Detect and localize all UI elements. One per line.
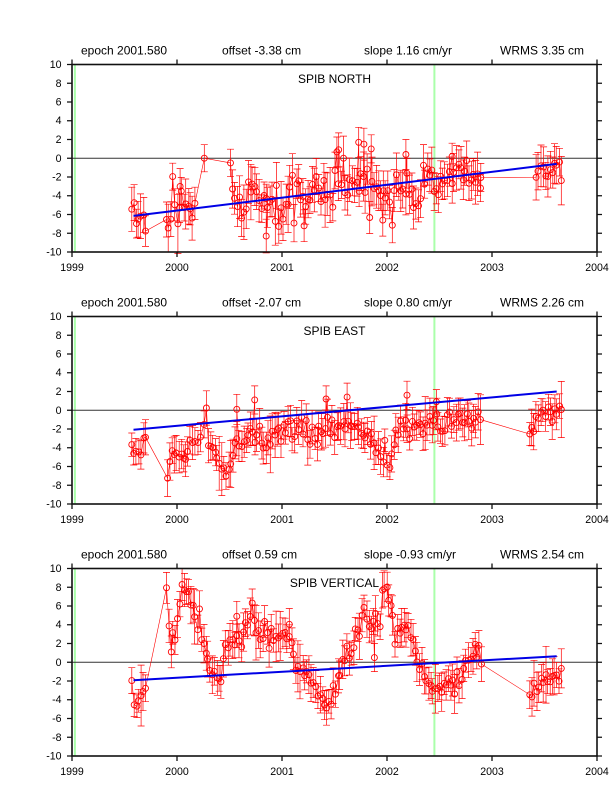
svg-text:10: 10 — [50, 59, 62, 71]
svg-text:slope -0.93 cm/yr: slope -0.93 cm/yr — [364, 548, 456, 562]
svg-text:2001: 2001 — [270, 514, 294, 526]
svg-text:8: 8 — [56, 330, 62, 342]
svg-text:epoch 2001.580: epoch 2001.580 — [81, 548, 167, 562]
svg-text:2003: 2003 — [480, 262, 504, 274]
svg-text:-6: -6 — [52, 461, 62, 473]
svg-text:2003: 2003 — [480, 514, 504, 526]
svg-text:WRMS 3.35 cm: WRMS 3.35 cm — [500, 44, 584, 58]
svg-text:-2: -2 — [52, 172, 62, 184]
svg-text:2: 2 — [56, 638, 62, 650]
svg-text:epoch 2001.580: epoch 2001.580 — [81, 296, 167, 310]
svg-text:2002: 2002 — [375, 514, 399, 526]
svg-text:2001: 2001 — [270, 262, 294, 274]
svg-text:SPIB VERTICAL: SPIB VERTICAL — [290, 576, 379, 590]
svg-text:0: 0 — [56, 657, 62, 669]
svg-text:-10: -10 — [46, 499, 61, 511]
svg-text:offset -2.07 cm: offset -2.07 cm — [222, 296, 301, 310]
svg-text:4: 4 — [56, 367, 62, 379]
svg-text:2: 2 — [56, 134, 62, 146]
svg-text:6: 6 — [56, 601, 62, 613]
svg-text:10: 10 — [50, 563, 62, 575]
svg-text:offset 0.59 cm: offset 0.59 cm — [222, 548, 297, 562]
svg-text:1999: 1999 — [60, 514, 84, 526]
svg-text:WRMS 2.26 cm: WRMS 2.26 cm — [500, 296, 584, 310]
svg-text:-4: -4 — [52, 442, 62, 454]
svg-text:2000: 2000 — [165, 262, 189, 274]
svg-text:2002: 2002 — [375, 766, 399, 778]
svg-text:-2: -2 — [52, 676, 62, 688]
svg-text:SPIB NORTH: SPIB NORTH — [298, 72, 371, 86]
svg-text:slope 0.80 cm/yr: slope 0.80 cm/yr — [364, 296, 452, 310]
svg-text:-10: -10 — [46, 247, 61, 259]
svg-text:2000: 2000 — [165, 766, 189, 778]
svg-text:-8: -8 — [52, 228, 62, 240]
svg-text:slope 1.16 cm/yr: slope 1.16 cm/yr — [364, 44, 452, 58]
svg-text:-2: -2 — [52, 424, 62, 436]
svg-text:offset -3.38 cm: offset -3.38 cm — [222, 44, 301, 58]
svg-text:-8: -8 — [52, 732, 62, 744]
svg-text:-4: -4 — [52, 190, 62, 202]
svg-text:1999: 1999 — [60, 766, 84, 778]
svg-text:2000: 2000 — [165, 514, 189, 526]
svg-text:-6: -6 — [52, 209, 62, 221]
svg-text:6: 6 — [56, 349, 62, 361]
svg-text:2002: 2002 — [375, 262, 399, 274]
svg-text:-4: -4 — [52, 694, 62, 706]
svg-text:0: 0 — [56, 153, 62, 165]
svg-text:8: 8 — [56, 582, 62, 594]
svg-text:0: 0 — [56, 405, 62, 417]
svg-text:2004: 2004 — [585, 262, 609, 274]
svg-text:-10: -10 — [46, 751, 61, 763]
svg-text:8: 8 — [56, 78, 62, 90]
svg-text:epoch 2001.580: epoch 2001.580 — [81, 44, 167, 58]
svg-text:1999: 1999 — [60, 262, 84, 274]
svg-text:-8: -8 — [52, 480, 62, 492]
svg-text:WRMS 2.54 cm: WRMS 2.54 cm — [500, 548, 584, 562]
svg-text:2003: 2003 — [480, 766, 504, 778]
svg-text:4: 4 — [56, 115, 62, 127]
svg-text:4: 4 — [56, 619, 62, 631]
svg-text:SPIB EAST: SPIB EAST — [303, 324, 366, 338]
svg-text:2: 2 — [56, 386, 62, 398]
svg-text:-6: -6 — [52, 713, 62, 725]
svg-text:2004: 2004 — [585, 766, 609, 778]
svg-text:2001: 2001 — [270, 766, 294, 778]
svg-text:10: 10 — [50, 311, 62, 323]
svg-text:2004: 2004 — [585, 514, 609, 526]
svg-text:6: 6 — [56, 97, 62, 109]
